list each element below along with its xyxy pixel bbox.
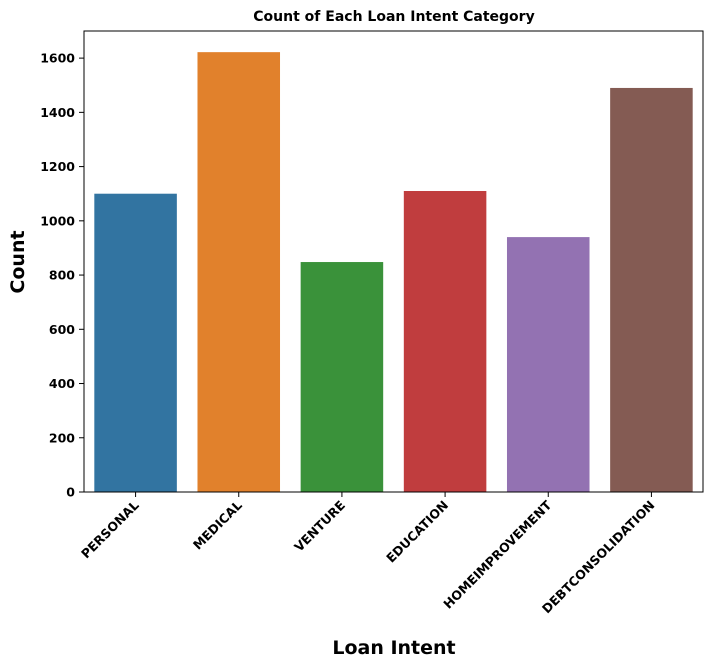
y-tick-label: 600: [49, 322, 75, 337]
y-axis: 0 200 400 600 800 1000 1200 1400 1600: [40, 51, 84, 500]
bar-education: [403, 190, 487, 492]
x-tick-label: HOMEIMPROVEMENT: [440, 497, 554, 611]
x-tick-label: VENTURE: [291, 498, 348, 555]
bar-debtconsolidation: [610, 87, 693, 493]
x-tick-label: MEDICAL: [190, 497, 245, 552]
bars-group: [94, 52, 693, 493]
x-axis-title: Loan Intent: [332, 637, 455, 659]
plot-frame: [83, 30, 704, 493]
y-axis-title: Count: [7, 230, 29, 293]
chart-title: Count of Each Loan Intent Category: [253, 9, 534, 25]
y-tick-label: 1600: [40, 51, 75, 66]
y-tick-label: 800: [49, 268, 75, 283]
bar-personal: [94, 193, 177, 493]
x-tick-label: PERSONAL: [78, 497, 142, 561]
bar-venture: [300, 262, 384, 492]
x-tick-label: EDUCATION: [383, 498, 451, 566]
y-tick-label: 0: [66, 485, 75, 500]
y-tick-label: 400: [49, 376, 75, 391]
x-axis: PERSONAL MEDICAL VENTURE EDUCATIONHOMEIMPRO…: [78, 492, 658, 616]
y-tick-label: 1000: [40, 213, 75, 228]
x-tick-label: DEBTCONSOLIDATION: [539, 498, 658, 617]
bar-homeimprovement: [506, 237, 590, 492]
y-tick-label: 200: [49, 430, 75, 445]
bar-medical: [197, 52, 281, 492]
y-tick-label: 1400: [40, 105, 75, 120]
y-tick-label: 1200: [40, 159, 75, 174]
